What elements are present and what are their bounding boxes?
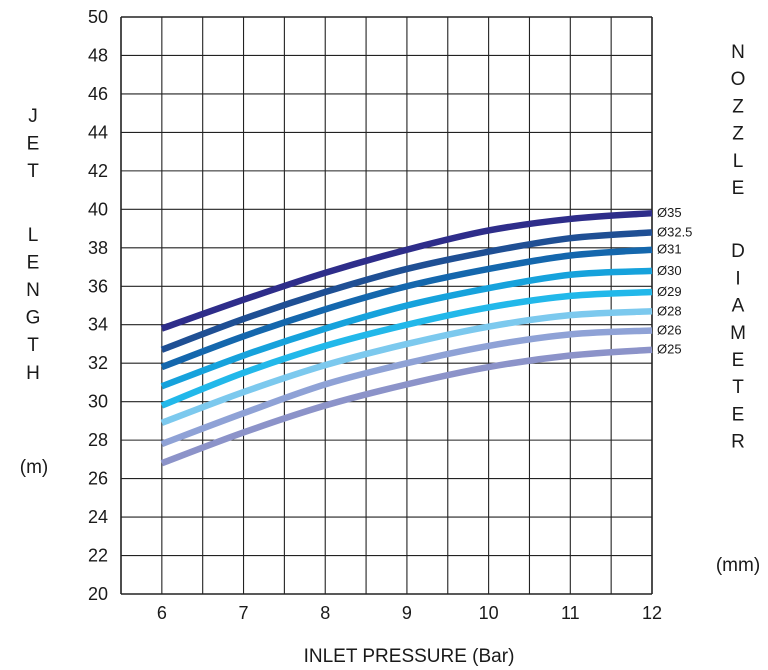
axis-label-char: D bbox=[731, 241, 745, 262]
y-tick-label: 20 bbox=[88, 584, 108, 604]
y-tick-label: 30 bbox=[88, 392, 108, 412]
x-tick-label: 9 bbox=[402, 603, 412, 623]
axis-label-char: T bbox=[732, 377, 744, 398]
series-line bbox=[160, 346, 653, 467]
series-label: Ø28 bbox=[657, 303, 682, 318]
y-axis-unit: (m) bbox=[20, 457, 48, 478]
y-tick-label: 34 bbox=[88, 315, 108, 335]
axis-label-char: E bbox=[27, 252, 40, 273]
series-line bbox=[160, 209, 653, 332]
y-tick-label: 36 bbox=[88, 276, 108, 296]
series-line bbox=[160, 229, 653, 353]
axis-label-char: E bbox=[732, 178, 745, 199]
x-tick-label: 11 bbox=[561, 603, 580, 623]
series-line bbox=[160, 246, 653, 371]
series-labels: Ø35 Ø32.5 Ø31 Ø30 Ø29 Ø28 Ø26 Ø25 bbox=[657, 205, 692, 357]
axis-label-char: M bbox=[730, 323, 746, 344]
axis-label-char: E bbox=[732, 350, 745, 371]
y-tick-label: 26 bbox=[88, 469, 108, 489]
x-tick-label: 8 bbox=[320, 603, 330, 623]
y-tick-label: 40 bbox=[88, 199, 108, 219]
axis-label-char: G bbox=[26, 308, 41, 329]
y-tick-label: 46 bbox=[88, 84, 108, 104]
axis-label-char: R bbox=[731, 432, 745, 453]
axis-label-char: I bbox=[735, 268, 740, 289]
x-tick-labels: 6 7 8 9 10 11 12 bbox=[157, 603, 662, 623]
series-line bbox=[160, 288, 653, 409]
y-tick-label: 42 bbox=[88, 161, 108, 181]
series-label: Ø30 bbox=[657, 263, 682, 278]
axis-label-char: J bbox=[28, 106, 38, 127]
series-label: Ø26 bbox=[657, 323, 682, 338]
axis-label-char: E bbox=[732, 404, 745, 425]
series-line bbox=[160, 327, 653, 448]
series-label: Ø29 bbox=[657, 284, 682, 299]
axis-label-char: L bbox=[28, 225, 39, 246]
series-line bbox=[160, 267, 653, 390]
y-tick-labels: 20 22 24 26 28 30 32 34 36 38 40 42 44 46 48 50 bbox=[88, 7, 108, 604]
axis-label-char: O bbox=[731, 69, 746, 90]
series-label: Ø25 bbox=[657, 342, 682, 357]
series-label: Ø35 bbox=[657, 205, 682, 220]
axis-label-char: N bbox=[26, 280, 40, 301]
y2-axis-unit: (mm) bbox=[716, 555, 760, 576]
y-tick-label: 32 bbox=[88, 353, 108, 373]
axis-label-char: H bbox=[26, 363, 40, 384]
y-tick-label: 22 bbox=[88, 546, 108, 566]
y-tick-label: 38 bbox=[88, 238, 108, 258]
axis-label-char: T bbox=[27, 335, 39, 356]
y-tick-label: 48 bbox=[88, 45, 108, 65]
axis-label-char: Z bbox=[732, 124, 744, 145]
y-tick-label: 24 bbox=[88, 507, 108, 527]
grid bbox=[120, 16, 653, 595]
series-lines bbox=[160, 209, 653, 467]
axis-label-char: Z bbox=[732, 96, 744, 117]
series-label: Ø31 bbox=[657, 242, 682, 257]
x-tick-label: 6 bbox=[157, 603, 167, 623]
series-line bbox=[160, 308, 653, 426]
x-axis-label: INLET PRESSURE (Bar) bbox=[304, 646, 515, 667]
y-tick-label: 44 bbox=[88, 122, 108, 142]
axis-label-char: A bbox=[732, 296, 745, 317]
x-tick-label: 12 bbox=[642, 603, 662, 623]
x-tick-label: 10 bbox=[479, 603, 499, 623]
y-tick-label: 28 bbox=[88, 430, 108, 450]
axis-label-char: T bbox=[27, 161, 39, 182]
y-tick-label: 50 bbox=[88, 7, 108, 27]
axis-label-char: L bbox=[733, 151, 744, 172]
series-label: Ø32.5 bbox=[657, 224, 692, 239]
axis-label-char: N bbox=[731, 42, 745, 63]
axis-label-char: E bbox=[27, 134, 40, 155]
x-tick-label: 7 bbox=[239, 603, 249, 623]
